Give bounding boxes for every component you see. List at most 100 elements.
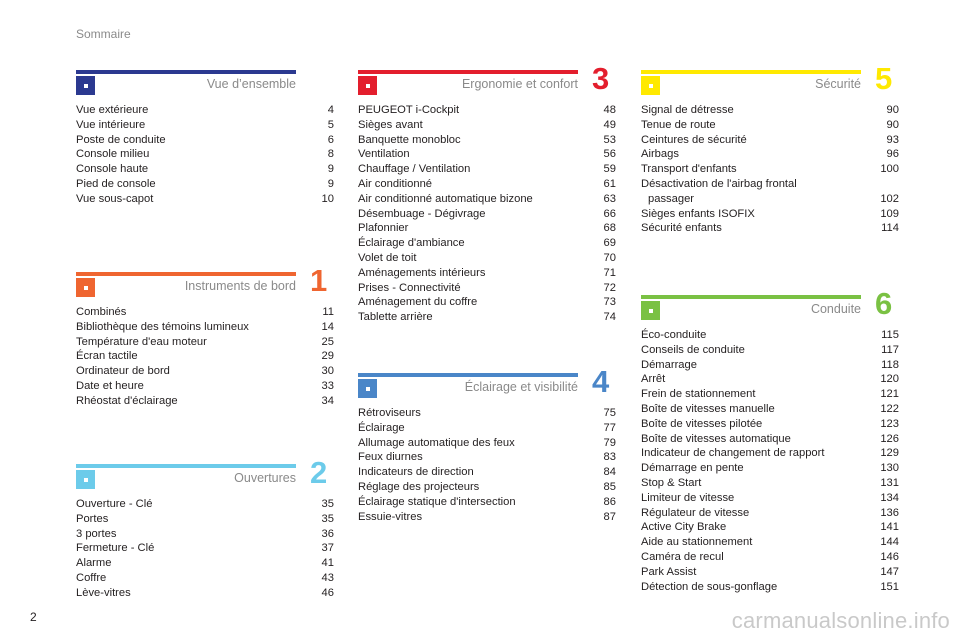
toc-entry[interactable]: Sièges avant 49 [358, 118, 616, 133]
watermark: carmanualsonline.info [731, 608, 950, 633]
toc-entry[interactable]: Date et heure 33 [76, 379, 334, 394]
toc-entry[interactable]: Détection de sous-gonflage 151 [641, 580, 899, 595]
toc-entry[interactable]: Park Assist 147 [641, 565, 899, 580]
toc-entry[interactable]: Réglage des projecteurs 85 [358, 480, 616, 495]
toc-entry[interactable]: Signal de détresse 90 [641, 103, 899, 118]
toc-entry[interactable]: Ventilation 56 [358, 147, 616, 162]
toc-entry[interactable]: Fermeture - Clé 37 [76, 541, 334, 556]
toc-entry[interactable]: Frein de stationnement 121 [641, 387, 899, 402]
toc-entry[interactable]: Console haute 9 [76, 162, 334, 177]
entry-label: Écran tactile [76, 350, 138, 363]
toc-entry[interactable]: 3 portes 36 [76, 527, 334, 542]
toc-entry[interactable]: Air conditionné automatique bizone 63 [358, 192, 616, 207]
toc-entry[interactable]: Rhéostat d'éclairage 34 [76, 394, 334, 409]
toc-entry[interactable]: Airbags 96 [641, 147, 899, 162]
toc-entry[interactable]: Ouverture - Clé 35 [76, 497, 334, 512]
toc-entry[interactable]: Indicateur de changement de rapport 129 [641, 446, 899, 461]
toc-entry[interactable]: Coffre 43 [76, 571, 334, 586]
entry-page: 115 [881, 329, 899, 341]
toc-entry[interactable]: Éclairage statique d'intersection 86 [358, 495, 616, 510]
toc-entry[interactable]: Transport d'enfants 100 [641, 162, 899, 177]
toc-entry[interactable]: Stop & Start 131 [641, 476, 899, 491]
section-title: Éclairage et visibilité [464, 380, 578, 394]
entry-label: Console milieu [76, 148, 150, 161]
toc-entry[interactable]: Active City Brake 141 [641, 520, 899, 535]
toc-entry[interactable]: Limiteur de vitesse 134 [641, 491, 899, 506]
toc-entry[interactable]: Écran tactile 29 [76, 349, 334, 364]
toc-entry[interactable]: Aménagement du coffre 73 [358, 295, 616, 310]
toc-entry[interactable]: Rétroviseurs 75 [358, 406, 616, 421]
toc-entry[interactable]: Régulateur de vitesse 136 [641, 506, 899, 521]
toc-entry[interactable]: Démarrage en pente 130 [641, 461, 899, 476]
entry-page: 118 [881, 358, 899, 371]
toc-entry[interactable]: Éco-conduite 115 [641, 328, 899, 343]
toc-entry[interactable]: Boîte de vitesses pilotée 123 [641, 417, 899, 432]
toc-entry[interactable]: Console milieu 8 [76, 147, 334, 162]
entry-label: Active City Brake [641, 521, 727, 534]
toc-entry[interactable]: Ordinateur de bord 30 [76, 364, 334, 379]
toc-entry[interactable]: Éclairage d'ambiance 69 [358, 236, 616, 251]
toc-entry[interactable]: Prises - Connectivité 72 [358, 281, 616, 296]
entry-label: PEUGEOT i-Cockpit [358, 104, 460, 116]
toc-entry[interactable]: Caméra de recul 146 [641, 550, 899, 565]
section-square-icon [76, 76, 95, 95]
toc-entry[interactable]: Plafonnier 68 [358, 221, 616, 236]
entry-page: 129 [880, 447, 899, 460]
entry-label: Air conditionné automatique bizone [358, 192, 533, 205]
toc-entry[interactable]: Conseils de conduite 117 [641, 343, 899, 358]
section-color-bar [641, 295, 861, 299]
toc-entry[interactable]: Portes 35 [76, 512, 334, 527]
entry-page: 117 [881, 343, 899, 356]
toc-entry[interactable]: Chauffage / Ventilation 59 [358, 162, 616, 177]
toc-entry[interactable]: Alarme 41 [76, 556, 334, 571]
toc-entry[interactable]: Combinés 11 [76, 305, 334, 320]
toc-entry[interactable]: Volet de toit 70 [358, 251, 616, 266]
toc-entry[interactable]: Lève-vitres 46 [76, 586, 334, 601]
toc-entry[interactable]: Poste de conduite 6 [76, 133, 334, 148]
entry-page: 33 [321, 379, 334, 392]
section-square-icon [358, 379, 377, 398]
toc-entry[interactable]: PEUGEOT i-Cockpit 48 [358, 103, 616, 118]
toc-entry[interactable]: Vue extérieure 4 [76, 103, 334, 118]
entry-label: Sécurité enfants [641, 222, 722, 235]
section-number: 4 [592, 364, 610, 399]
toc-entry[interactable]: Boîte de vitesses automatique 126 [641, 432, 899, 447]
toc-entry[interactable]: Température d'eau moteur 25 [76, 335, 334, 350]
toc-entry[interactable]: Démarrage 118 [641, 358, 899, 373]
toc-entry[interactable]: Désembuage - Dégivrage 66 [358, 207, 616, 222]
toc-entry[interactable]: Sécurité enfants 114 [641, 221, 899, 236]
entry-page: 131 [880, 476, 899, 489]
section-number: 3 [592, 61, 610, 96]
toc-entry[interactable]: Vue sous-capot 10 [76, 192, 334, 207]
entry-page: 59 [603, 163, 616, 176]
toc-entry[interactable]: Feux diurnes 83 [358, 450, 616, 465]
entry-label: Stop & Start [641, 476, 702, 489]
toc-entry[interactable]: Vue intérieure 5 [76, 118, 334, 133]
toc-entry[interactable]: Indicateurs de direction 84 [358, 465, 616, 480]
toc-entry[interactable]: Désactivation de l'airbag frontal passag… [641, 177, 899, 207]
page-header: Sommaire [76, 27, 131, 41]
toc-entry[interactable]: Tenue de route 90 [641, 118, 899, 133]
toc-entry[interactable]: Allumage automatique des feux 79 [358, 436, 616, 451]
entry-label: Vue extérieure [76, 104, 149, 116]
toc-entry[interactable]: Aide au stationnement 144 [641, 535, 899, 550]
toc-entry[interactable]: Boîte de vitesses manuelle 122 [641, 402, 899, 417]
entry-page: 90 [886, 118, 899, 131]
entry-page: 46 [321, 586, 334, 599]
toc-entry[interactable]: Air conditionné 61 [358, 177, 616, 192]
entry-label: Ceintures de sécurité [641, 133, 747, 146]
toc-entry[interactable]: Aménagements intérieurs 71 [358, 266, 616, 281]
toc-entry[interactable]: Pied de console 9 [76, 177, 334, 192]
entry-page: 87 [603, 510, 616, 523]
toc-entry[interactable]: Sièges enfants ISOFIX 109 [641, 207, 899, 222]
toc-entry[interactable]: Banquette monobloc 53 [358, 133, 616, 148]
entry-label: Combinés [76, 306, 127, 318]
toc-entry[interactable]: Bibliothèque des témoins lumineux 14 [76, 320, 334, 335]
entry-label: Sièges enfants ISOFIX [641, 207, 755, 220]
toc-entry[interactable]: Tablette arrière 74 [358, 310, 616, 325]
entry-label: Aménagements intérieurs [358, 266, 486, 279]
toc-entry[interactable]: Éclairage 77 [358, 421, 616, 436]
toc-entry[interactable]: Essuie-vitres 87 [358, 510, 616, 525]
toc-entry[interactable]: Arrêt 120 [641, 372, 899, 387]
toc-entry[interactable]: Ceintures de sécurité 93 [641, 133, 899, 148]
